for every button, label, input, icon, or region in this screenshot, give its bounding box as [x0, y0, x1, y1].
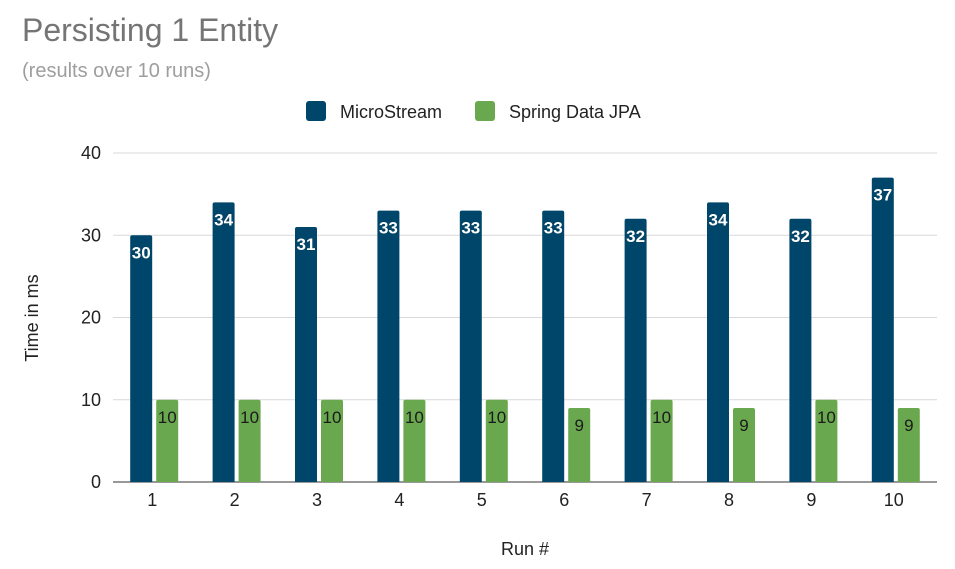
bar-spring-data-jpa	[238, 399, 261, 482]
bar-spring-data-jpa	[321, 399, 343, 482]
data-label-spring-data-jpa: 10	[652, 408, 671, 427]
data-label-spring-data-jpa: 10	[323, 408, 342, 427]
data-label-microstream: 34	[709, 210, 728, 229]
data-label-spring-data-jpa: 10	[487, 408, 506, 427]
y-tick-label: 40	[81, 143, 101, 163]
y-tick-label: 0	[91, 472, 101, 492]
bar-spring-data-jpa	[403, 399, 426, 482]
x-tick-label: 3	[312, 490, 322, 510]
y-tick-label: 30	[81, 225, 101, 245]
x-tick-label: 7	[642, 490, 652, 510]
legend-label-spring-data-jpa: Spring Data JPA	[509, 102, 641, 122]
bar-microstream	[871, 177, 894, 483]
data-label-spring-data-jpa: 10	[405, 408, 424, 427]
chart-title: Persisting 1 Entity	[22, 12, 279, 48]
bar-spring-data-jpa	[156, 399, 179, 482]
data-label-microstream: 33	[379, 219, 398, 238]
bar-microstream	[130, 235, 153, 482]
x-tick-label: 5	[477, 490, 487, 510]
data-label-spring-data-jpa: 9	[574, 416, 583, 435]
y-tick-label: 20	[81, 308, 101, 328]
x-tick-label: 4	[394, 490, 404, 510]
legend-swatch-microstream	[306, 101, 326, 121]
data-labels: 30 10 34 10 31 10 33 10 33 10 33 9 32 10 34 9 32 10 37 9	[131, 185, 913, 435]
bar-spring-data-jpa	[733, 407, 755, 482]
x-tick-label: 2	[230, 490, 240, 510]
x-tick-label: 6	[559, 490, 569, 510]
bars	[130, 177, 920, 483]
x-tick-label: 10	[884, 490, 904, 510]
y-tick-label: 10	[81, 390, 101, 410]
data-label-microstream: 34	[214, 210, 233, 229]
x-tick-label: 1	[147, 490, 157, 510]
y-axis-title: Time in ms	[22, 274, 42, 361]
data-label-spring-data-jpa: 9	[904, 416, 913, 435]
bar-spring-data-jpa	[568, 407, 591, 482]
bar-microstream	[542, 210, 565, 482]
bar-microstream	[377, 210, 400, 482]
data-label-microstream: 32	[626, 227, 645, 246]
bar-spring-data-jpa	[815, 399, 838, 482]
data-label-spring-data-jpa: 10	[158, 408, 177, 427]
data-label-spring-data-jpa: 10	[817, 408, 836, 427]
bar-microstream	[789, 218, 812, 483]
data-label-spring-data-jpa: 10	[240, 408, 259, 427]
bar-microstream	[295, 227, 317, 482]
chart-subtitle: (results over 10 runs)	[22, 60, 211, 82]
data-label-microstream: 37	[873, 186, 892, 205]
bar-microstream	[212, 202, 235, 482]
bar-microstream	[707, 202, 729, 482]
y-axis-ticks: 0 10 20 30 40	[81, 143, 101, 492]
data-label-microstream: 31	[297, 235, 316, 254]
bar-spring-data-jpa	[650, 399, 673, 482]
bar-microstream	[459, 210, 482, 482]
legend: MicroStream Spring Data JPA	[306, 101, 641, 122]
data-label-microstream: 30	[132, 243, 151, 262]
data-label-microstream: 33	[544, 219, 563, 238]
x-tick-label: 8	[724, 490, 734, 510]
bar-spring-data-jpa	[897, 407, 920, 482]
data-label-microstream: 33	[461, 219, 480, 238]
gridlines	[113, 152, 937, 483]
data-label-spring-data-jpa: 9	[739, 416, 748, 435]
legend-label-microstream: MicroStream	[340, 102, 442, 122]
x-axis-ticks: 1 2 3 4 5 6 7 8 9 10	[147, 490, 904, 510]
bar-microstream	[624, 218, 647, 483]
x-axis-title: Run #	[501, 539, 549, 559]
legend-swatch-spring-data-jpa	[475, 101, 495, 121]
bar-spring-data-jpa	[485, 399, 508, 482]
data-label-microstream: 32	[791, 227, 810, 246]
x-tick-label: 9	[806, 490, 816, 510]
